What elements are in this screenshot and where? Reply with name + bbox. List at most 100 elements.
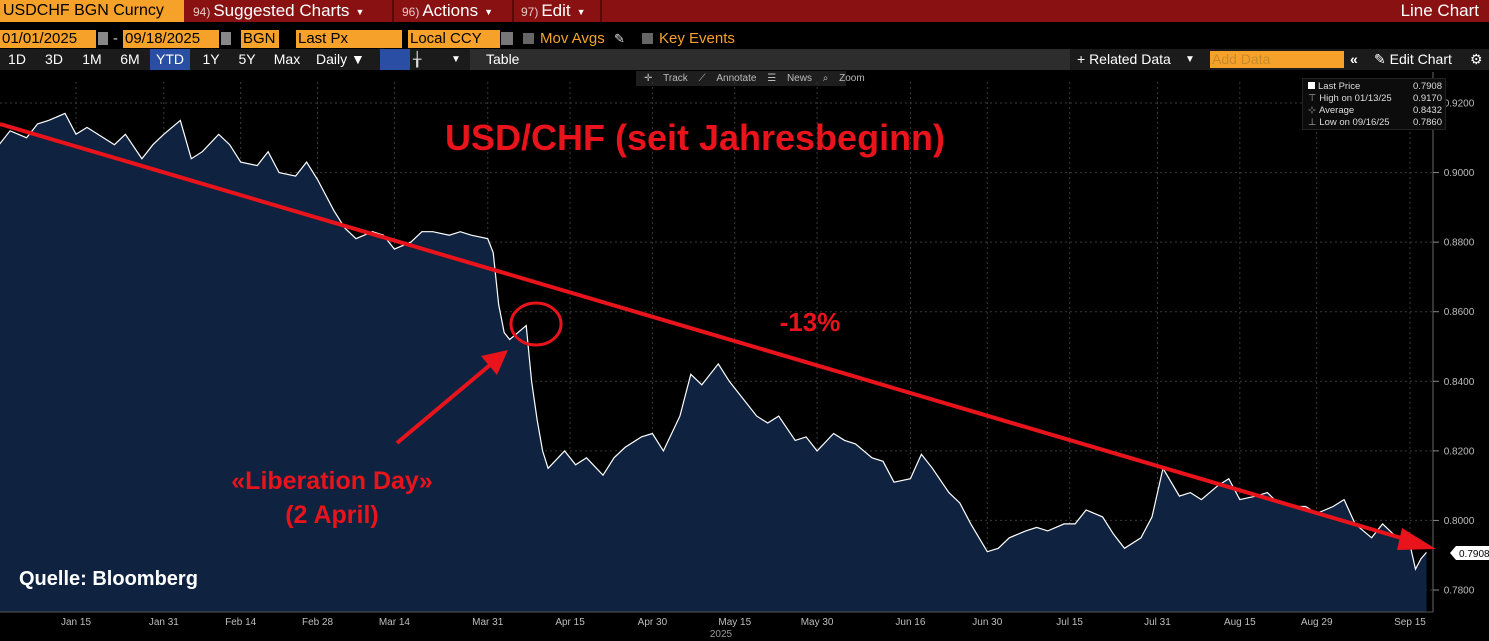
legend-value: 0.8432 xyxy=(1412,105,1442,116)
source-field[interactable]: BGN xyxy=(241,30,279,48)
x-tick-label: Jun 16 xyxy=(895,617,925,628)
event-arrow-line xyxy=(395,363,492,445)
bar-style-icon[interactable]: ╁ xyxy=(413,51,422,67)
high-marker-icon: ⊤ xyxy=(1308,93,1317,104)
mov-avgs-label: Mov Avgs xyxy=(540,30,605,47)
event-annotation-line1: «Liberation Day» xyxy=(231,467,432,495)
headline-annotation: USD/CHF (seit Jahresbeginn) xyxy=(445,117,945,158)
x-tick-label: Jan 15 xyxy=(61,617,91,628)
y-tick-label: 0.8400 xyxy=(1444,377,1475,388)
end-date-field[interactable]: 09/18/2025 xyxy=(123,30,219,48)
legend-label: High on 01/13/25 xyxy=(1319,93,1392,104)
price-area xyxy=(0,113,1427,612)
event-circle xyxy=(509,301,563,347)
currency-field[interactable]: Local CCY xyxy=(408,30,500,48)
y-tick-label: 0.9000 xyxy=(1444,168,1475,179)
table-button[interactable]: Table xyxy=(486,51,520,67)
edit-menu[interactable]: 97) Edit ▼ xyxy=(521,0,586,22)
suggested-charts-menu[interactable]: 94) Suggested Charts ▼ xyxy=(193,0,364,22)
track-tool[interactable]: ✛ Track xyxy=(644,73,688,84)
related-data-button[interactable]: + Related Data xyxy=(1077,51,1171,67)
x-axis-label: 2025 xyxy=(710,629,733,640)
zoom-tool[interactable]: ⌕ Zoom xyxy=(822,73,865,84)
gear-icon[interactable]: ⚙ xyxy=(1470,51,1483,67)
period-1m-button[interactable]: 1M xyxy=(82,51,102,67)
x-tick-label: Jul 15 xyxy=(1056,617,1083,628)
news-label: News xyxy=(786,73,812,84)
x-tick-label: Sep 15 xyxy=(1394,617,1426,628)
range-settings-bar: 01/01/2025 - 09/18/2025 BGN Last Px Loca… xyxy=(0,29,1489,49)
pencil-icon[interactable]: ✎ xyxy=(614,31,625,46)
pencil-icon: ✎ xyxy=(1374,51,1386,67)
line-chart-icon[interactable] xyxy=(380,49,410,70)
x-tick-label: Aug 15 xyxy=(1224,617,1256,628)
legend-last-price: Last Price 0.7908 xyxy=(1308,81,1442,93)
x-tick-label: May 30 xyxy=(801,617,834,628)
last-value-tag: 0.7908 xyxy=(1450,546,1489,560)
date-range-dash: - xyxy=(113,30,118,47)
caret-down-icon: ▼ xyxy=(484,6,494,17)
calendar-icon[interactable] xyxy=(98,32,108,45)
y-tick-label: 0.8200 xyxy=(1444,446,1475,457)
menu-label: Suggested Charts xyxy=(213,1,350,20)
zoom-label: Zoom xyxy=(839,73,865,84)
menu-divider xyxy=(512,0,514,22)
legend-average: ⊹ Average 0.8432 xyxy=(1308,105,1442,117)
annotate-tool[interactable]: ⟋ Annotate xyxy=(698,73,757,84)
period-1d-button[interactable]: 1D xyxy=(8,51,26,67)
source-annotation: Quelle: Bloomberg xyxy=(19,568,198,590)
last-value-text: 0.7908 xyxy=(1459,549,1489,560)
period-6m-button[interactable]: 6M xyxy=(120,51,140,67)
news-tool[interactable]: ☰ News xyxy=(767,73,812,84)
menu-divider xyxy=(392,0,394,22)
period-5y-button[interactable]: 5Y xyxy=(238,51,256,67)
y-axis: 0.9200 0.9000 0.8800 0.8600 0.8400 0.8200 0.80… xyxy=(1432,72,1475,612)
calendar-icon[interactable] xyxy=(221,32,231,45)
square-icon xyxy=(1308,82,1315,89)
menu-label: Actions xyxy=(422,1,479,20)
y-tick-label: 0.8800 xyxy=(1444,238,1475,249)
chart-style-dropdown-icon[interactable]: ▼ xyxy=(451,54,461,65)
actions-menu[interactable]: 96) Actions ▼ xyxy=(402,0,493,22)
x-tick-label: Jul 31 xyxy=(1144,617,1171,628)
trend-arrow-head xyxy=(1397,528,1436,550)
low-marker-icon: ⊥ xyxy=(1308,117,1317,128)
price-line xyxy=(0,112,1427,571)
legend-label: Average xyxy=(1318,105,1355,116)
period-ytd-button[interactable]: YTD xyxy=(150,49,190,70)
collapse-icon[interactable]: « xyxy=(1350,51,1358,67)
related-data-dropdown-icon[interactable]: ▼ xyxy=(1185,54,1195,65)
x-tick-label: Feb 28 xyxy=(302,617,334,628)
period-1y-button[interactable]: 1Y xyxy=(202,51,220,67)
event-arrow-head xyxy=(481,350,508,375)
period-max-button[interactable]: Max xyxy=(273,51,301,67)
x-tick-label: Mar 14 xyxy=(379,617,411,628)
price-field[interactable]: Last Px xyxy=(296,30,402,48)
dropdown-arrow-icon[interactable] xyxy=(501,32,513,45)
x-tick-label: Mar 31 xyxy=(472,617,504,628)
top-menu-bar: USDCHF BGN Curncy 94) Suggested Charts ▼ 9… xyxy=(0,0,1489,22)
x-tick-label: May 15 xyxy=(718,617,751,628)
legend-high: ⊤ High on 01/13/25 0.9170 xyxy=(1308,93,1442,105)
period-3d-button[interactable]: 3D xyxy=(45,51,63,67)
add-data-input[interactable]: Add Data xyxy=(1210,51,1344,68)
annotate-label: Annotate xyxy=(716,73,757,84)
frequency-dropdown[interactable]: Daily ▼ xyxy=(316,51,365,67)
start-date-field[interactable]: 01/01/2025 xyxy=(0,30,96,48)
mov-avgs-checkbox[interactable] xyxy=(523,33,534,44)
toolbar-spacer xyxy=(470,49,1070,70)
menu-divider xyxy=(600,0,602,22)
average-marker-icon: ⊹ xyxy=(1308,105,1316,116)
ticker-field[interactable]: USDCHF BGN Curncy xyxy=(0,0,184,22)
chart-type-title: Line Chart xyxy=(1400,1,1479,20)
x-tick-label: Apr 15 xyxy=(555,617,585,628)
chart-tools-strip: ✛ Track ⟋ Annotate ☰ News ⌕ Zoom xyxy=(636,71,865,86)
legend-label: Last Price xyxy=(1318,81,1361,92)
menu-number: 96) xyxy=(402,5,420,19)
x-tick-label: Feb 14 xyxy=(225,617,257,628)
key-events-checkbox[interactable] xyxy=(642,33,653,44)
edit-chart-button[interactable]: ✎ Edit Chart xyxy=(1374,49,1452,70)
x-tick-label: Jun 30 xyxy=(972,617,1002,628)
legend-value: 0.7908 xyxy=(1412,81,1442,92)
